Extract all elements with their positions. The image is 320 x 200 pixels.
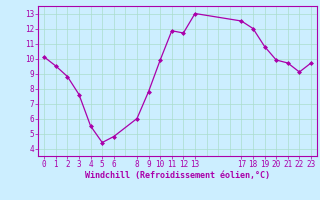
X-axis label: Windchill (Refroidissement éolien,°C): Windchill (Refroidissement éolien,°C): [85, 171, 270, 180]
